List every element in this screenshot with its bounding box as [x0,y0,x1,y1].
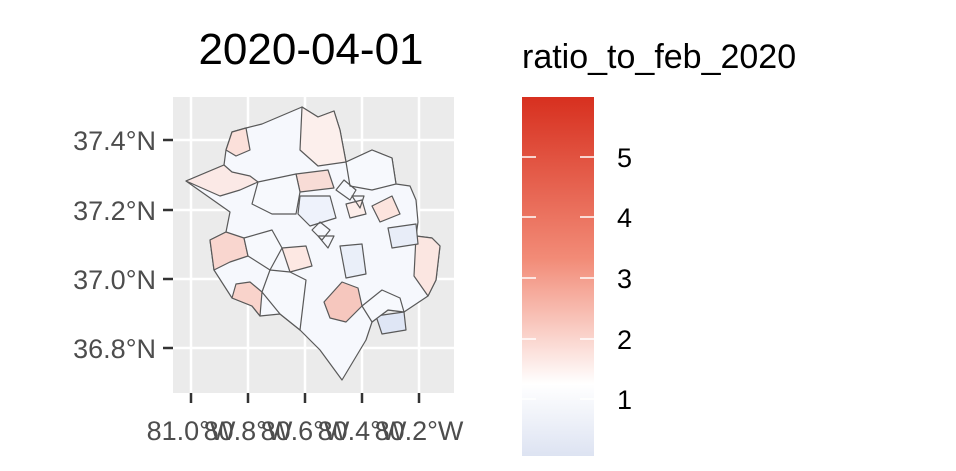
region-19 [261,269,307,331]
legend-tick-label: 2 [617,325,632,355]
x-tick-label: 80.2°W [375,416,464,446]
x-tick-label: 81.0°W [147,416,236,446]
region-15 [339,243,367,279]
y-tick-label: 37.4°N [73,126,156,156]
legend-tick-label: 1 [617,385,632,415]
region-10 [413,235,441,297]
region-21 [311,179,365,249]
y-tick-label: 37.2°N [73,196,156,226]
region-3 [299,106,347,167]
legend-title: ratio_to_feb_2020 [522,38,796,76]
region-2 [225,127,251,157]
legend-tick-label: 5 [617,143,632,173]
region-18 [243,229,283,271]
region-12 [371,195,401,223]
legend-tick-label: 3 [617,264,632,294]
region-16 [251,173,301,215]
y-tick-label: 37.0°N [73,265,156,295]
region-17 [345,149,397,191]
x-axis-ticks [189,393,421,403]
x-tick-label: 80.6°W [261,416,350,446]
region-7 [281,245,313,273]
region-1 [185,164,259,197]
region-4 [295,169,335,193]
legend-tick-label: 4 [617,203,632,233]
x-tick-label: 80.8°W [204,416,293,446]
x-tick-label: 80.4°W [318,416,407,446]
region-20 [361,289,405,323]
region-11 [297,195,337,227]
map-regions [185,106,441,381]
y-tick-label: 36.8°N [73,334,156,364]
legend-tick-marks [522,156,594,400]
legend-colorbar [522,97,594,456]
region-13 [387,223,419,249]
map-title: 2020-04-01 [198,25,423,74]
y-axis-ticks [163,138,173,350]
region-9 [375,311,407,335]
